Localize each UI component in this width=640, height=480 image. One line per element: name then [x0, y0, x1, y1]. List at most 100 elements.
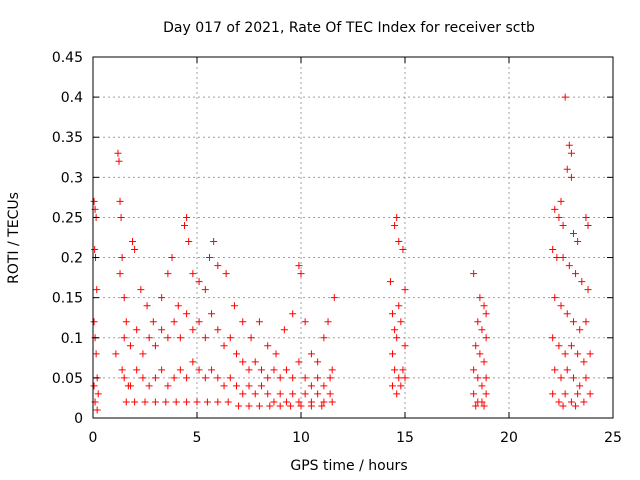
data-point [582, 318, 590, 326]
data-point [164, 334, 172, 342]
y-tick-labels: 0 0.05 0.1 0.15 0.2 0.25 0.3 0.35 0.4 0.45 [52, 50, 83, 427]
data-point [214, 262, 222, 270]
data-point [90, 382, 98, 390]
data-point [276, 402, 284, 410]
data-point [230, 302, 238, 310]
data-point [120, 294, 128, 302]
data-point [393, 390, 401, 398]
data-point [208, 310, 216, 318]
data-point [115, 157, 123, 165]
y-tick-label: 0 [74, 411, 83, 427]
data-point [395, 238, 403, 246]
data-point [235, 402, 243, 410]
y-tick-label: 0.15 [52, 291, 83, 307]
x-tick-label: 25 [604, 430, 622, 446]
data-point [572, 270, 580, 278]
data-point [401, 286, 409, 294]
data-point [569, 374, 577, 382]
data-point [131, 398, 139, 406]
data-point [295, 398, 303, 406]
data-point [326, 390, 334, 398]
data-point [214, 374, 222, 382]
data-point [183, 310, 191, 318]
data-point [210, 238, 218, 246]
data-point [233, 350, 241, 358]
data-point [393, 213, 401, 221]
data-point [551, 294, 559, 302]
data-point [474, 374, 482, 382]
data-point [482, 334, 490, 342]
data-point [389, 382, 397, 390]
data-point [170, 318, 178, 326]
data-point [480, 358, 488, 366]
data-point [172, 398, 180, 406]
data-point [580, 358, 588, 366]
data-point [226, 334, 234, 342]
data-point [330, 294, 338, 302]
data-point [561, 350, 569, 358]
data-point [224, 398, 232, 406]
plot-frame [92, 56, 614, 419]
data-point [139, 350, 147, 358]
x-axis-label: GPS time / hours [290, 458, 407, 474]
data-point [195, 318, 203, 326]
data-point [391, 366, 399, 374]
data-point [391, 326, 399, 334]
data-point [118, 366, 126, 374]
data-point [553, 254, 561, 262]
data-points [90, 93, 594, 414]
data-point [559, 402, 567, 410]
data-point [145, 382, 153, 390]
data-point [480, 402, 488, 410]
data-point [151, 342, 159, 350]
data-point [472, 342, 480, 350]
data-point [320, 398, 328, 406]
data-point [226, 374, 234, 382]
data-point [280, 326, 288, 334]
data-point [565, 141, 573, 149]
data-point [567, 149, 575, 157]
data-point [555, 213, 563, 221]
data-point [584, 221, 592, 229]
y-axis-label: ROTI / TECUs [6, 192, 22, 284]
data-point [472, 402, 480, 410]
x-tick-label: 10 [292, 430, 310, 446]
data-point [474, 318, 482, 326]
y-tick-label: 0.25 [52, 210, 83, 226]
data-point [282, 366, 290, 374]
data-point [482, 310, 490, 318]
data-point [551, 205, 559, 213]
data-point [201, 374, 209, 382]
data-point [133, 326, 141, 334]
data-point [478, 382, 486, 390]
data-point [158, 326, 166, 334]
data-point [584, 286, 592, 294]
data-point [143, 302, 151, 310]
data-point [391, 221, 399, 229]
data-point [324, 318, 332, 326]
data-point [555, 342, 563, 350]
data-point [139, 374, 147, 382]
data-point [193, 398, 201, 406]
data-point [549, 390, 557, 398]
data-point [282, 398, 290, 406]
y-tick-label: 0.45 [52, 50, 83, 66]
data-point [266, 402, 274, 410]
y-tick-label: 0.4 [61, 90, 83, 106]
data-point [255, 402, 263, 410]
data-point [176, 334, 184, 342]
data-point [151, 398, 159, 406]
data-point [162, 398, 170, 406]
data-point [389, 310, 397, 318]
data-point [183, 213, 191, 221]
y-tick-label: 0.05 [52, 371, 83, 387]
data-point [120, 374, 128, 382]
data-point [297, 270, 305, 278]
data-point [478, 326, 486, 334]
data-point [214, 326, 222, 334]
chart-title: Day 017 of 2021, Rate Of TEC Index for r… [163, 20, 535, 36]
data-point [164, 270, 172, 278]
data-point [480, 302, 488, 310]
data-point [233, 382, 241, 390]
data-point [555, 398, 563, 406]
